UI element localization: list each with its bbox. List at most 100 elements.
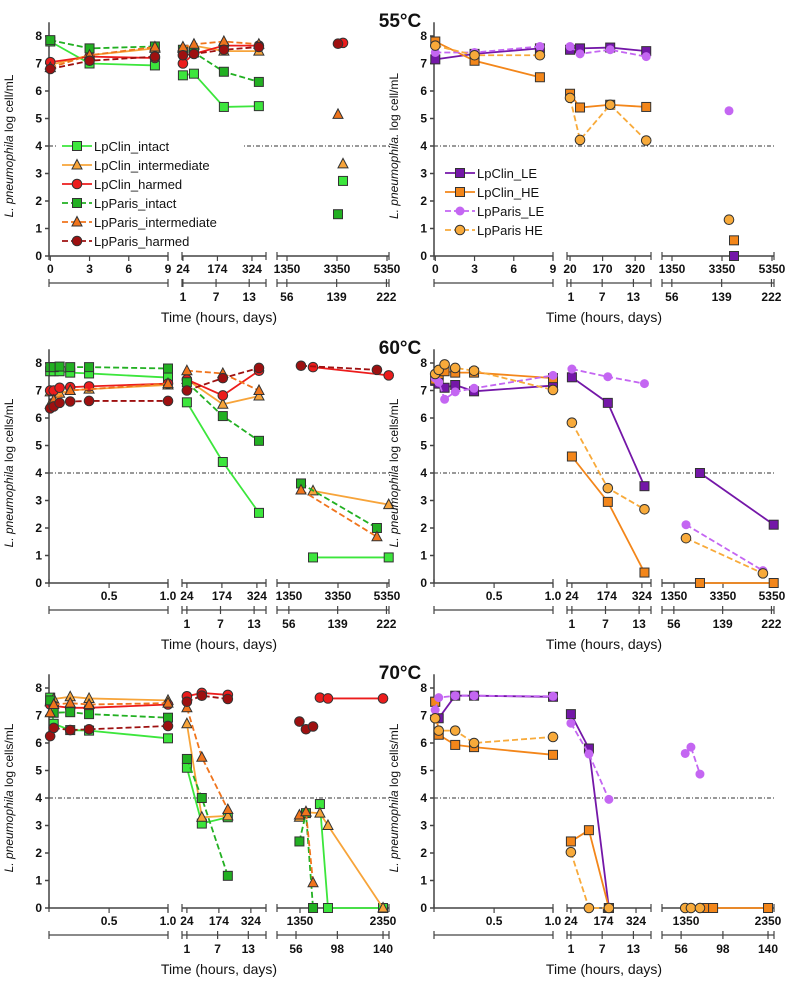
row-title: 60°C bbox=[379, 338, 422, 359]
data-point bbox=[695, 769, 705, 779]
series-line bbox=[300, 489, 378, 538]
data-point bbox=[196, 690, 208, 702]
legend-entry: LpParis_LE bbox=[445, 204, 545, 219]
data-point bbox=[681, 520, 691, 530]
data-point bbox=[680, 532, 692, 544]
data-point bbox=[433, 725, 445, 736]
legend-label: LpClin_harmed bbox=[94, 177, 182, 192]
data-point bbox=[149, 51, 161, 62]
data-point bbox=[371, 530, 383, 542]
series-line bbox=[50, 39, 155, 50]
data-point bbox=[294, 836, 305, 847]
data-point bbox=[218, 101, 229, 112]
data-point bbox=[295, 483, 307, 495]
y-tick-label: 1 bbox=[35, 222, 42, 236]
y-tick-label: 5 bbox=[35, 439, 42, 453]
data-point bbox=[604, 99, 616, 111]
data-point bbox=[54, 397, 65, 409]
data-point bbox=[308, 903, 319, 913]
day-tick-label: 7 bbox=[213, 290, 220, 304]
data-point bbox=[567, 364, 577, 374]
day-tick-label: 13 bbox=[632, 617, 646, 631]
y-tick-label: 6 bbox=[35, 736, 42, 750]
data-point bbox=[768, 578, 779, 588]
y-tick-label: 8 bbox=[420, 356, 427, 370]
y-tick-label: 0 bbox=[35, 249, 42, 263]
data-point bbox=[566, 372, 577, 383]
data-point bbox=[54, 382, 65, 394]
data-point bbox=[149, 40, 161, 52]
x-tick-label: 20 bbox=[563, 262, 577, 276]
y-tick-label: 3 bbox=[420, 494, 427, 508]
y-tick-label: 0 bbox=[420, 901, 427, 915]
day-tick-label: 98 bbox=[716, 942, 730, 956]
x-tick-label: 0.5 bbox=[101, 589, 118, 603]
legend-entry: LpParis HE bbox=[445, 223, 543, 238]
data-point bbox=[575, 49, 585, 59]
data-point bbox=[83, 723, 95, 735]
data-point bbox=[65, 707, 76, 718]
x-tick-label: 174 bbox=[207, 262, 227, 276]
data-point bbox=[65, 362, 76, 373]
data-point bbox=[337, 157, 349, 169]
series-LpClin_harmed bbox=[44, 687, 389, 714]
series-LpClin_intermediate bbox=[44, 690, 389, 913]
y-tick-label: 0 bbox=[420, 576, 427, 590]
data-point bbox=[84, 709, 95, 720]
data-point bbox=[439, 359, 450, 370]
y-label-species: L. pneumophila bbox=[2, 465, 16, 547]
y-label-units: log cell/mL bbox=[2, 74, 16, 135]
data-point bbox=[429, 712, 441, 724]
x-tick-label: 1.0 bbox=[160, 914, 177, 928]
day-tick-label: 222 bbox=[761, 617, 781, 631]
x-tick-label: 5350 bbox=[759, 262, 786, 276]
x-tick-label: 5350 bbox=[374, 589, 401, 603]
data-point bbox=[322, 903, 333, 913]
x-tick-label: 170 bbox=[593, 262, 613, 276]
data-point bbox=[383, 552, 394, 563]
y-tick-label: 3 bbox=[35, 167, 42, 181]
y-label-species: L. pneumophila bbox=[387, 790, 401, 872]
data-point bbox=[322, 818, 334, 830]
x-tick-label: 24 bbox=[176, 262, 190, 276]
x-tick-label: 324 bbox=[626, 914, 646, 928]
data-point bbox=[218, 44, 230, 56]
data-point bbox=[253, 362, 265, 374]
data-point bbox=[469, 49, 480, 61]
data-point bbox=[64, 724, 76, 736]
x-tick-label: 3 bbox=[471, 262, 478, 276]
y-tick-label: 7 bbox=[35, 384, 42, 398]
x-tick-label: 24 bbox=[564, 914, 578, 928]
y-tick-label: 1 bbox=[420, 874, 427, 888]
y-tick-label: 1 bbox=[420, 549, 427, 563]
data-point bbox=[450, 691, 460, 701]
data-point bbox=[195, 810, 208, 822]
series-LpParis_harmed bbox=[44, 360, 383, 414]
legend-marker bbox=[71, 178, 83, 190]
data-point bbox=[83, 395, 95, 407]
y-label-units: log cells/mL bbox=[2, 723, 16, 790]
x-axis-label: Time (hours, days) bbox=[546, 309, 662, 325]
y-tick-label: 4 bbox=[420, 466, 427, 480]
data-point bbox=[535, 41, 545, 51]
data-point bbox=[382, 498, 395, 510]
x-tick-label: 3350 bbox=[710, 589, 737, 603]
data-point bbox=[583, 825, 594, 836]
data-point bbox=[434, 377, 444, 387]
data-point bbox=[729, 251, 739, 261]
legend-marker bbox=[71, 158, 83, 170]
data-point bbox=[639, 481, 650, 492]
y-tick-label: 5 bbox=[35, 764, 42, 778]
x-tick-label: 0.5 bbox=[486, 914, 503, 928]
y-tick-label: 7 bbox=[420, 384, 427, 398]
data-point bbox=[196, 793, 207, 803]
data-point bbox=[377, 901, 389, 913]
series-line bbox=[569, 93, 647, 109]
x-tick-label: 0 bbox=[432, 262, 439, 276]
y-tick-label: 0 bbox=[35, 901, 42, 915]
data-point bbox=[64, 383, 77, 395]
data-point bbox=[45, 35, 56, 46]
data-point bbox=[566, 718, 576, 728]
day-tick-label: 222 bbox=[376, 617, 396, 631]
data-point bbox=[763, 903, 774, 913]
